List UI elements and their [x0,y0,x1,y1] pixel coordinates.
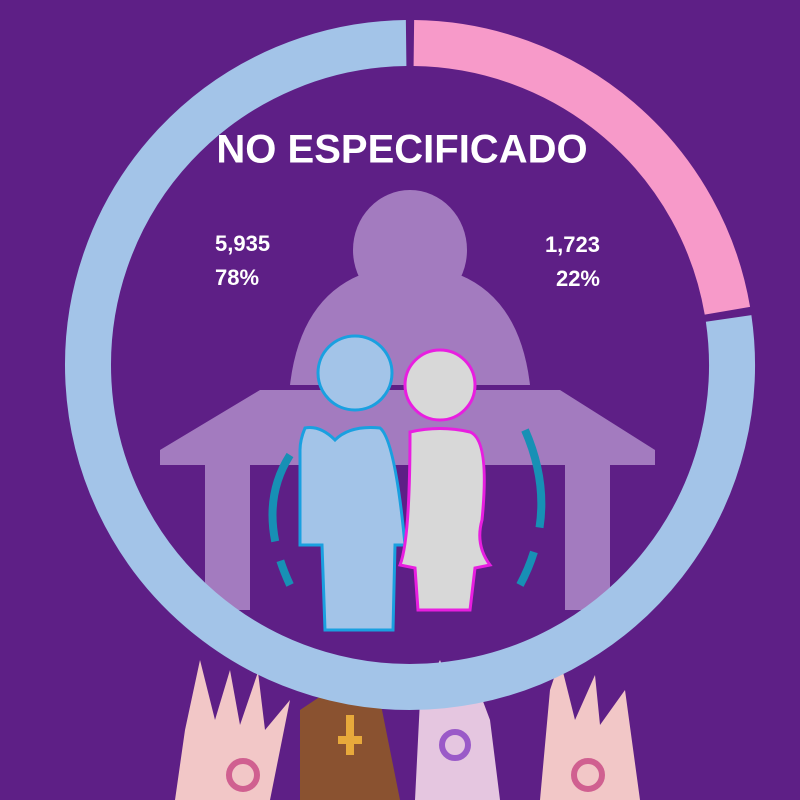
chart-title: NO ESPECIFICADO [216,128,587,172]
donut-segment [413,20,751,315]
data-label: 5,935 [215,231,270,256]
donut-segment [65,20,755,710]
donut [65,20,755,710]
illustration [160,190,655,632]
percent-label: 78% [215,265,259,290]
data-label: 1,723 [545,232,600,257]
percent-label: 22% [556,266,600,291]
hands [175,660,640,800]
